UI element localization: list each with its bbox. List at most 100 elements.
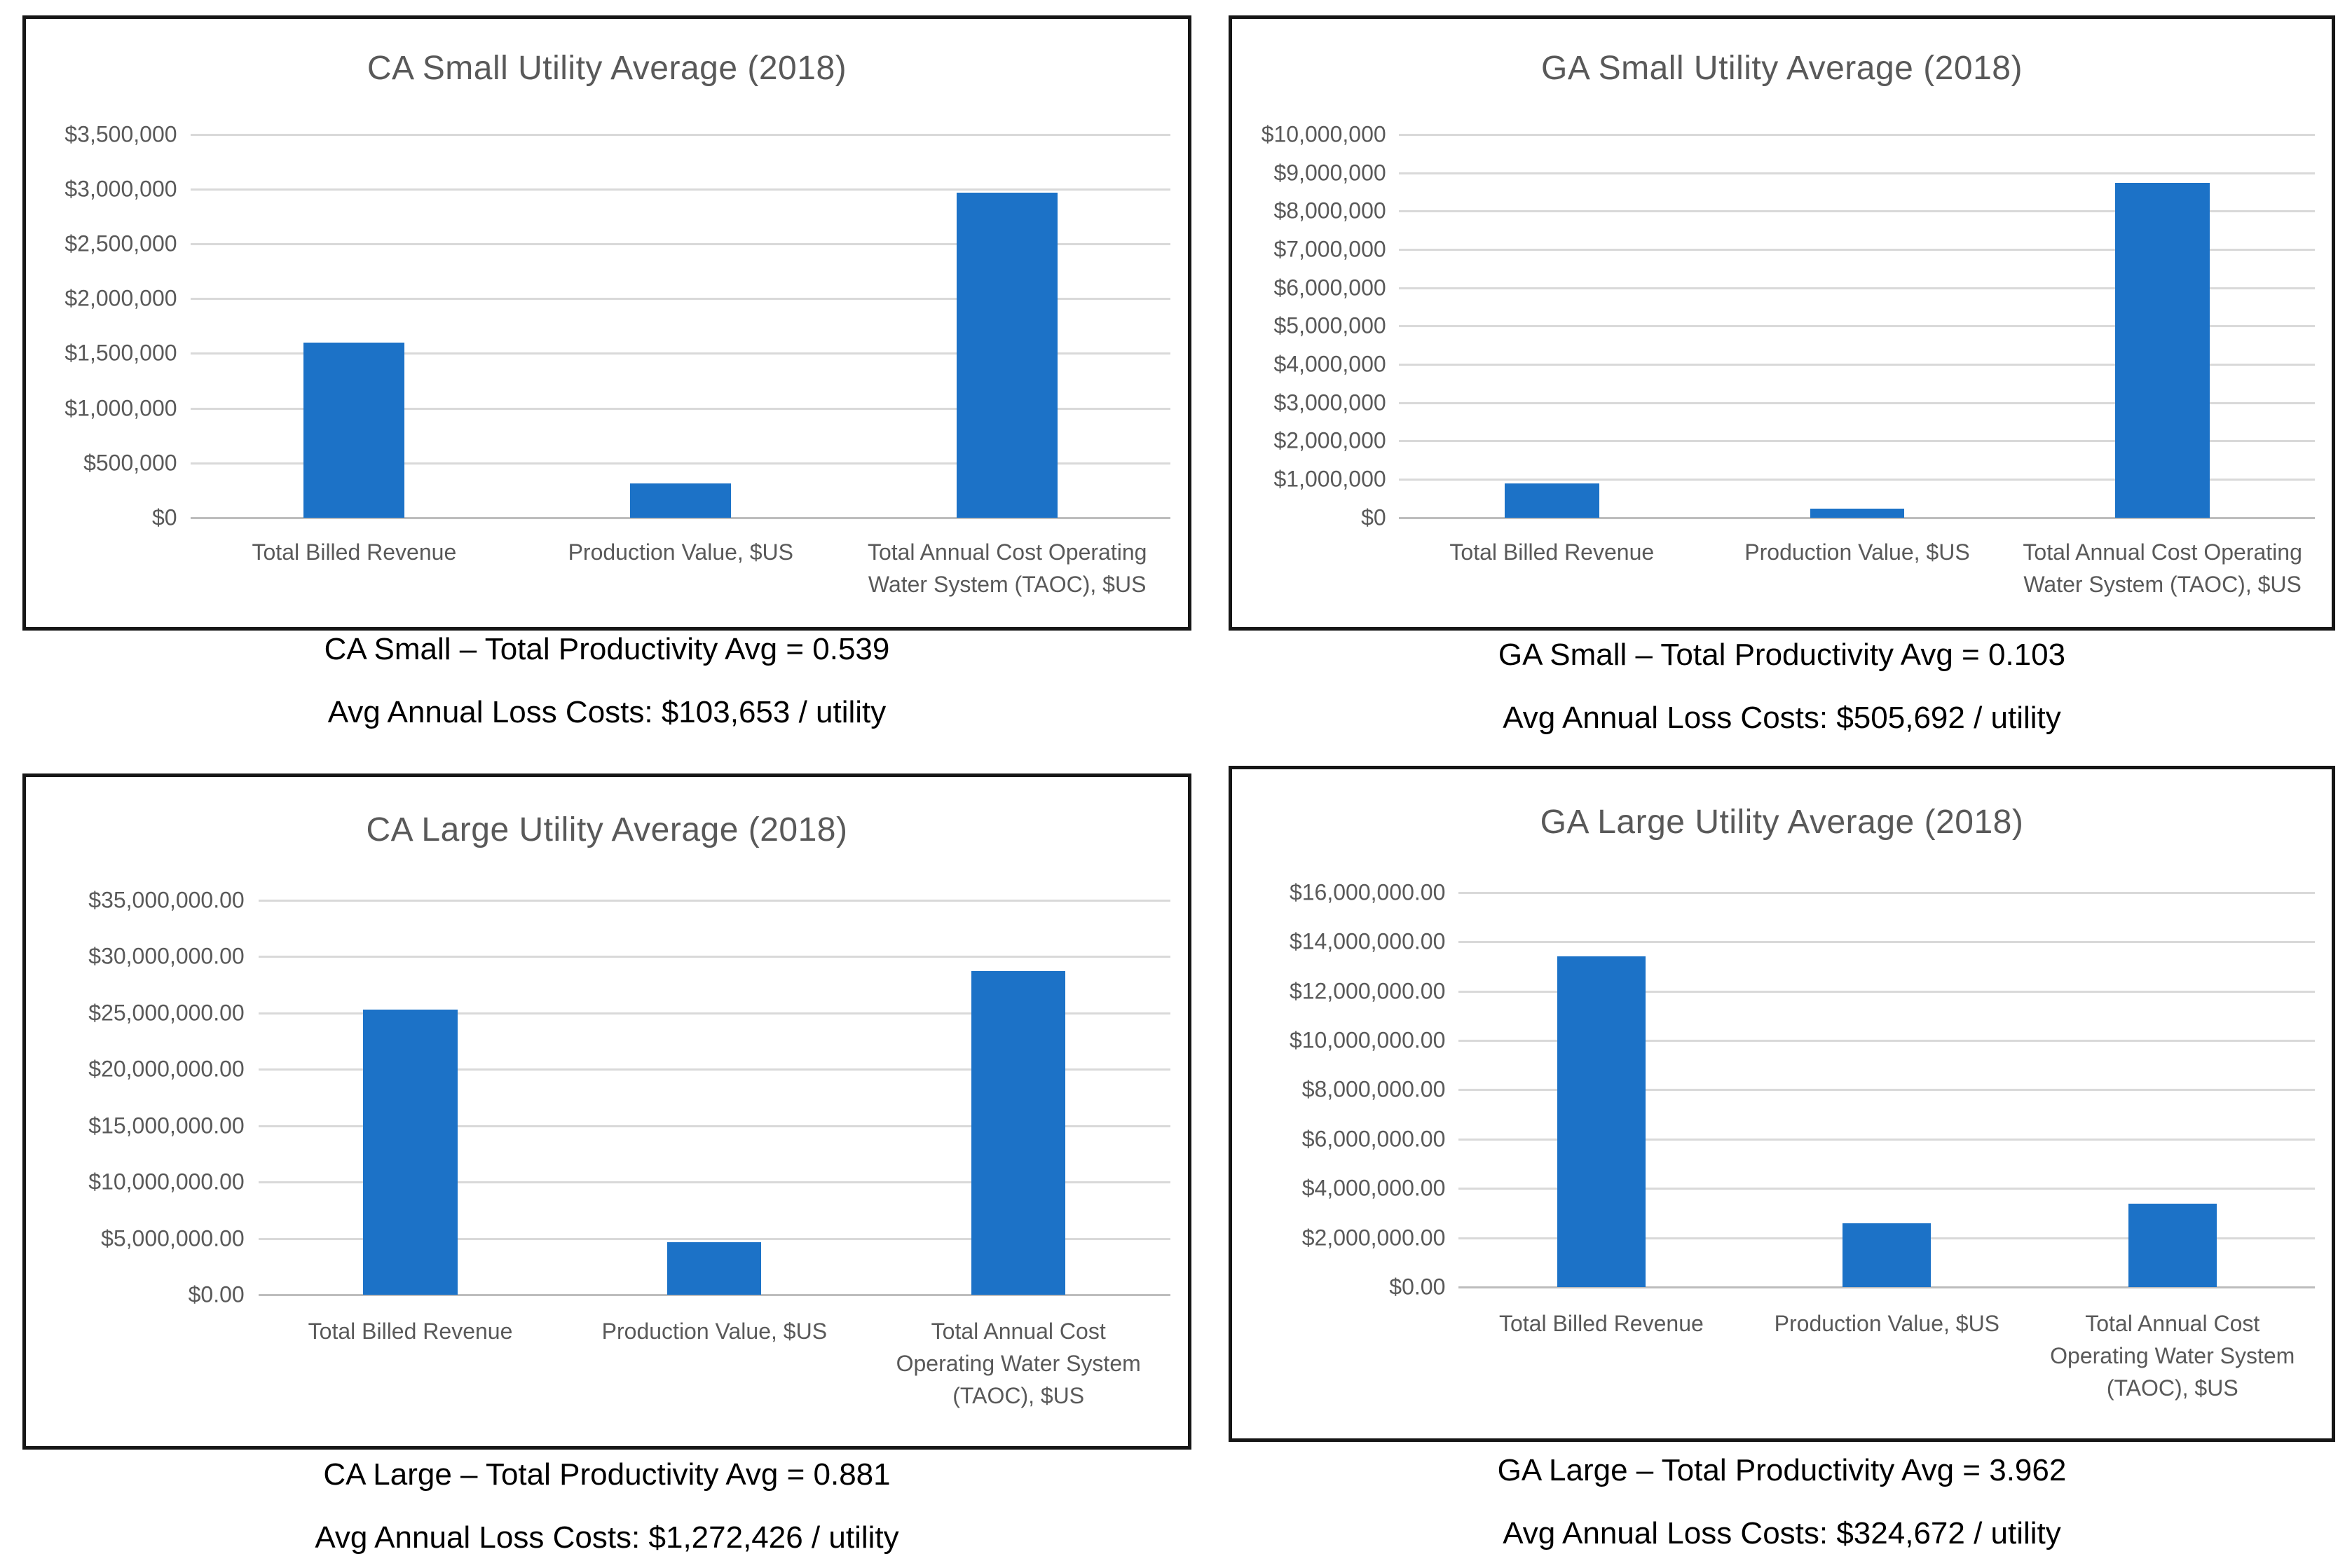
gridline [1399,248,2316,251]
chart-title-ca-large: CA Large Utility Average (2018) [366,811,848,848]
category-label-line: Total Billed Revenue [1499,1310,1704,1336]
gridline [1458,891,2316,894]
category-label-line: Water System (TAOC), $US [2023,571,2302,597]
chart-title-ca-small: CA Small Utility Average (2018) [367,50,847,88]
loss-costs-caption-ca-large: Avg Annual Loss Costs: $1,272,426 / util… [315,1520,899,1555]
y-axis-tick-label: $14,000,000.00 [1289,928,1446,954]
chart-panel-ga-small: GA Small Utility Average (2018) $0 $1,000… [1229,15,2335,631]
bar [630,483,732,518]
gridline [1458,1040,2316,1042]
category-label: Total Annual Cost Operating Water System … [826,536,1188,600]
y-axis-tick-label: $3,500,000 [64,121,177,147]
y-axis-tick-label: $16,000,000.00 [1289,879,1446,905]
zero-axis-line [1399,516,2316,519]
gridline [1458,1138,2316,1141]
gridline [191,188,1171,191]
gridline [191,462,1171,465]
y-axis-tick-label: $6,000,000 [1273,275,1386,301]
y-axis-tick-label: $5,000,000 [1273,312,1386,338]
gridline [1458,1089,2316,1092]
category-label: Total Annual Cost Operating Water System (… [2014,1307,2332,1404]
category-label: Total Annual Cost Operating Water System (… [849,1315,1188,1412]
y-axis-tick-label: $2,500,000 [64,231,177,256]
chart-plot-area-ca-large: $0.00 $5,000,000.00 $10,000,000.00 $15,000,… [26,777,1188,1446]
y-axis-tick-label: $3,000,000 [1273,390,1386,415]
chart-plot-area-ca-small: $0 $500,000 $1,000,000 $1,500,000 $2,000,000… [26,19,1188,627]
chart-plot-area-ga-small: $0 $1,000,000 $2,000,000 $3,000,000 $4,000,0… [1232,19,2332,627]
category-label: Production Value, $US [545,1315,884,1347]
category-label: Production Value, $US [500,536,861,568]
y-axis-tick-label: $9,000,000 [1273,160,1386,186]
bar [957,192,1058,518]
productivity-caption-ga-small: GA Small – Total Productivity Avg = 0.10… [1498,638,2066,672]
chart-panel-ca-large: CA Large Utility Average (2018) $0.00 $5,… [22,773,1191,1450]
y-axis-tick-label: $10,000,000.00 [1289,1027,1446,1053]
caption-ca-small: CA Small – Total Productivity Avg = 0.53… [22,632,1191,730]
y-axis-tick-label: $1,000,000 [64,395,177,421]
bar [1842,1223,1932,1288]
loss-costs-caption-ga-small: Avg Annual Loss Costs: $505,692 / utilit… [1503,701,2061,735]
y-axis-tick-label: $3,000,000 [64,176,177,202]
y-axis-tick-label: $0 [151,504,177,530]
y-axis-tick-label: $0.00 [188,1281,245,1307]
chart-title-ga-small: GA Small Utility Average (2018) [1541,50,2023,88]
category-label-line: Production Value, $US [601,1318,828,1344]
gridline [1399,287,2316,289]
y-axis-tick-label: $1,500,000 [64,340,177,366]
gridline [258,1068,1171,1071]
y-axis-tick-label: $10,000,000.00 [88,1169,245,1195]
gridline [1399,479,2316,481]
category-label-line: Total Annual Cost Operating [2023,539,2302,565]
y-axis-tick-label: $30,000,000.00 [88,943,245,969]
y-axis-tick-label: $8,000,000 [1273,198,1386,223]
category-label: Total Annual Cost Operating Water System … [1993,536,2332,600]
category-label-line: Total Billed Revenue [252,539,457,565]
gridline [258,956,1171,958]
category-label: Production Value, $US [1688,536,2027,568]
gridline [1399,172,2316,174]
category-label-line: (TAOC), $US [2106,1375,2238,1401]
zero-axis-line [1458,1286,2316,1289]
y-axis-tick-label: $2,000,000.00 [1301,1225,1446,1251]
bar [1810,509,1905,518]
y-axis-tick-label: $6,000,000.00 [1301,1126,1446,1152]
category-label-line: Operating Water System [2050,1342,2295,1368]
bar [667,1242,762,1295]
bar [1505,483,1599,518]
y-axis-tick-label: $5,000,000.00 [101,1225,245,1251]
bar [1557,956,1646,1288]
category-label-line: Total Billed Revenue [1449,539,1655,565]
gridline [258,1125,1171,1127]
category-label-line: Production Value, $US [1744,539,1970,565]
gridline [258,1181,1171,1184]
bar [303,342,405,518]
gridline [1399,133,2316,136]
gridline [1399,440,2316,443]
category-label-line: Operating Water System [896,1350,1141,1376]
category-label-line: Total Annual Cost [2085,1310,2260,1336]
bar [2128,1204,2217,1288]
bar [363,1009,458,1295]
gridline [191,133,1171,136]
category-label: Production Value, $US [1728,1307,2046,1340]
gridline [191,407,1171,410]
y-axis-tick-label: $4,000,000.00 [1301,1175,1446,1201]
caption-ga-large: GA Large – Total Productivity Avg = 3.96… [1229,1453,2335,1551]
gridline [1399,401,2316,404]
y-axis-tick-label: $25,000,000.00 [88,1000,245,1026]
category-label-line: Total Annual Cost Operating [867,539,1147,565]
y-axis-tick-label: $2,000,000 [1273,427,1386,453]
gridline [191,243,1171,246]
productivity-caption-ca-large: CA Large – Total Productivity Avg = 0.88… [323,1457,891,1492]
y-axis-tick-label: $35,000,000.00 [88,887,245,913]
gridline [258,899,1171,902]
category-label-line: (TAOC), $US [952,1382,1085,1408]
gridline [1399,210,2316,213]
y-axis-tick-label: $2,000,000 [64,285,177,311]
caption-ca-large: CA Large – Total Productivity Avg = 0.88… [22,1457,1191,1555]
y-axis-tick-label: $0 [1361,504,1386,530]
bar [971,971,1066,1295]
category-label: Total Billed Revenue [1442,1307,1761,1340]
loss-costs-caption-ca-small: Avg Annual Loss Costs: $103,653 / utilit… [327,695,887,729]
category-label-line: Total Annual Cost [931,1318,1106,1344]
